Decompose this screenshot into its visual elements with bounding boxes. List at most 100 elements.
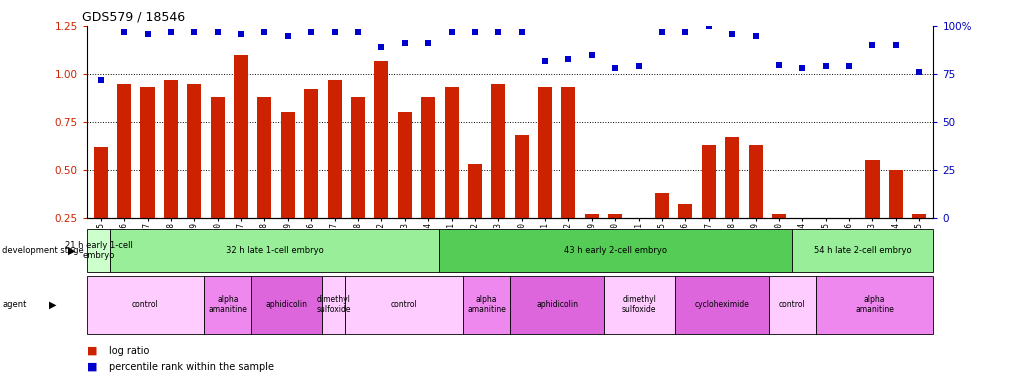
Bar: [187, 84, 201, 218]
Bar: [678, 204, 692, 218]
Bar: [345, 276, 463, 334]
Bar: [792, 229, 932, 272]
Point: [232, 31, 249, 37]
Point: [93, 77, 109, 83]
Bar: [815, 276, 932, 334]
Point: [256, 29, 272, 35]
Point: [140, 31, 156, 37]
Text: dimethyl
sulfoxide: dimethyl sulfoxide: [622, 295, 656, 314]
Point: [185, 29, 202, 35]
Point: [326, 29, 342, 35]
Bar: [768, 276, 815, 334]
Point: [910, 69, 926, 75]
Text: aphidicolin: aphidicolin: [265, 300, 308, 309]
Bar: [204, 276, 251, 334]
Point: [163, 29, 179, 35]
Point: [794, 65, 810, 71]
Point: [420, 40, 436, 46]
Bar: [87, 229, 110, 272]
Bar: [748, 145, 762, 218]
Point: [350, 29, 366, 35]
Bar: [463, 276, 510, 334]
Text: dimethyl
sulfoxide: dimethyl sulfoxide: [316, 295, 351, 314]
Bar: [421, 97, 435, 218]
Bar: [560, 87, 575, 218]
Text: percentile rank within the sample: percentile rank within the sample: [109, 362, 274, 372]
Text: alpha
amanitine: alpha amanitine: [208, 295, 247, 314]
Text: GDS579 / 18546: GDS579 / 18546: [83, 11, 185, 24]
Point: [606, 65, 623, 71]
Point: [747, 33, 763, 39]
Point: [817, 63, 834, 69]
Bar: [865, 160, 878, 218]
Text: 54 h late 2-cell embryo: 54 h late 2-cell embryo: [813, 246, 911, 255]
Text: alpha
amanitine: alpha amanitine: [467, 295, 505, 314]
Point: [630, 63, 646, 69]
Point: [373, 44, 389, 50]
Point: [887, 42, 903, 48]
Bar: [911, 214, 925, 217]
Text: control: control: [390, 300, 417, 309]
Point: [559, 56, 576, 62]
Bar: [351, 97, 365, 218]
Bar: [439, 229, 792, 272]
Bar: [674, 276, 768, 334]
Bar: [818, 217, 832, 246]
Point: [863, 42, 879, 48]
Point: [840, 63, 856, 69]
Point: [396, 40, 413, 46]
Bar: [110, 229, 439, 272]
Bar: [725, 137, 739, 218]
Text: cycloheximide: cycloheximide: [694, 300, 748, 309]
Bar: [468, 164, 481, 218]
Text: alpha
amanitine: alpha amanitine: [854, 295, 893, 314]
Bar: [771, 214, 786, 217]
Bar: [327, 80, 341, 218]
Text: 21 h early 1-cell
embryо: 21 h early 1-cell embryо: [64, 241, 132, 260]
Bar: [94, 147, 108, 218]
Bar: [304, 89, 318, 218]
Bar: [280, 112, 294, 218]
Point: [279, 33, 296, 39]
Text: aphidicolin: aphidicolin: [536, 300, 578, 309]
Bar: [603, 276, 674, 334]
Point: [700, 23, 716, 29]
Bar: [164, 80, 177, 218]
Point: [770, 62, 787, 68]
Point: [677, 29, 693, 35]
Text: ▶: ▶: [68, 245, 75, 255]
Bar: [211, 97, 224, 218]
Bar: [322, 276, 345, 334]
Point: [116, 29, 132, 35]
Text: ■: ■: [87, 362, 97, 372]
Text: ■: ■: [87, 346, 97, 355]
Bar: [654, 193, 668, 217]
Bar: [842, 217, 855, 246]
Text: agent: agent: [2, 300, 26, 309]
Text: control: control: [779, 300, 805, 309]
Bar: [888, 170, 902, 217]
Bar: [584, 214, 598, 217]
Bar: [607, 214, 622, 217]
Point: [723, 31, 740, 37]
Bar: [538, 87, 551, 218]
Point: [490, 29, 506, 35]
Bar: [444, 87, 459, 218]
Bar: [795, 217, 808, 256]
Text: ▶: ▶: [49, 300, 56, 310]
Text: 43 h early 2-cell embryo: 43 h early 2-cell embryo: [564, 246, 666, 255]
Bar: [631, 217, 645, 233]
Point: [653, 29, 669, 35]
Bar: [397, 112, 412, 218]
Bar: [117, 84, 131, 218]
Text: development stage: development stage: [2, 246, 84, 255]
Bar: [491, 84, 504, 218]
Bar: [510, 276, 603, 334]
Point: [303, 29, 319, 35]
Point: [536, 58, 552, 64]
Bar: [701, 145, 715, 218]
Bar: [87, 276, 204, 334]
Bar: [251, 276, 322, 334]
Point: [513, 29, 529, 35]
Point: [443, 29, 460, 35]
